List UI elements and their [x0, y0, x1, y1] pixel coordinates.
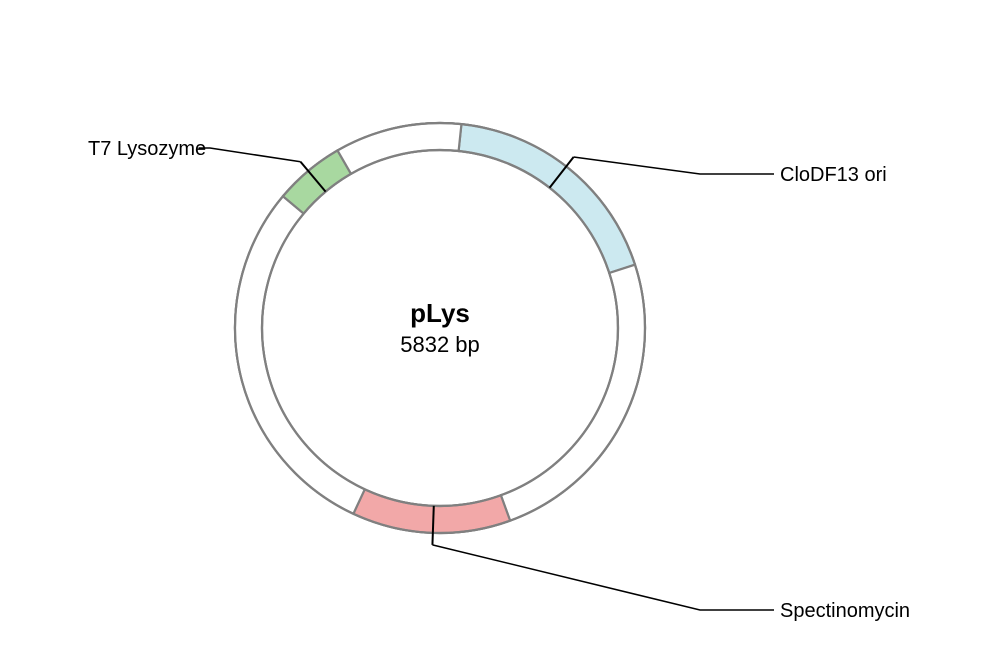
plasmid-size: 5832 bp	[400, 332, 480, 357]
label-spectinomycin: Spectinomycin	[780, 600, 910, 622]
tick-spectinomycin	[432, 506, 433, 545]
plasmid-name: pLys	[410, 298, 470, 328]
label-t7-lysozyme: T7 Lysozyme	[88, 138, 206, 160]
label-clodf13-ori: CloDF13 ori	[780, 164, 887, 186]
canvas-bg	[0, 0, 990, 663]
plasmid-map: CloDF13 ori Spectinomycin T7 Lysozyme pL…	[0, 0, 990, 663]
